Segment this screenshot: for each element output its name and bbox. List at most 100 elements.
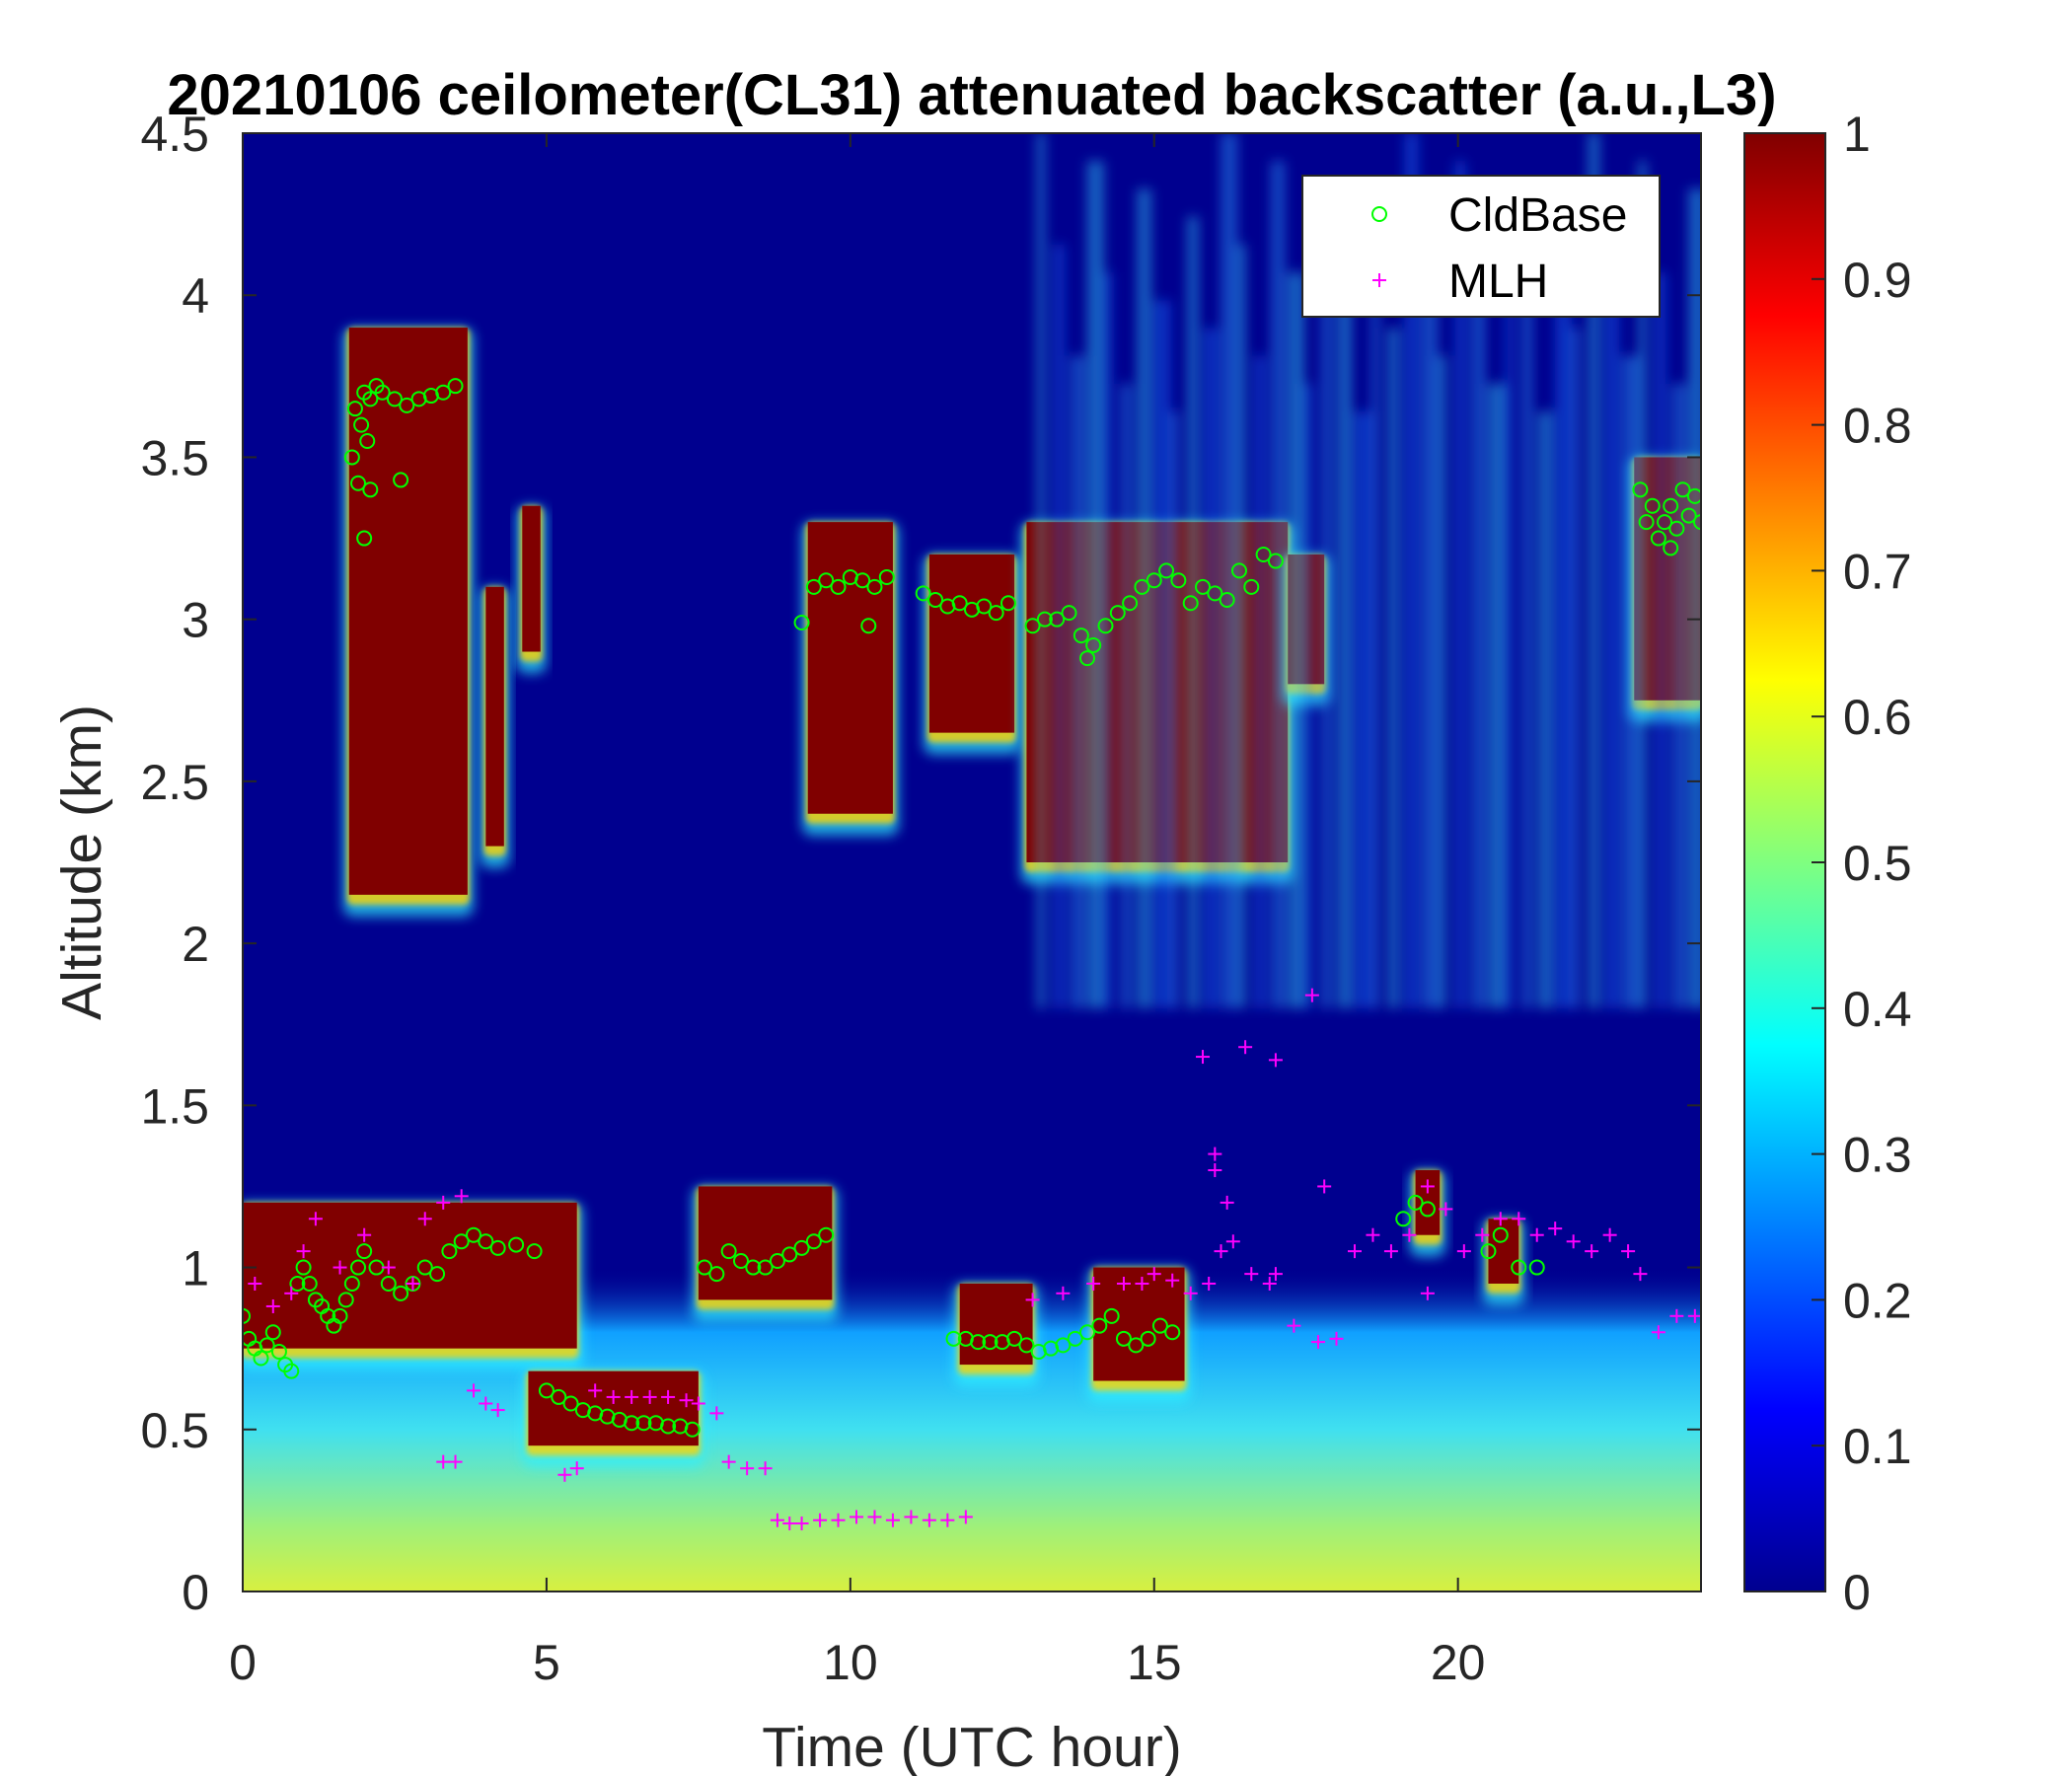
mlh-point [1420,1179,1435,1194]
cldbase-point [951,595,968,612]
cldbase-point [337,1292,354,1308]
cloud-layer [953,1283,1039,1387]
cldbase-point [362,481,379,498]
cldbase-point [1663,540,1679,556]
cldbase-point [1650,530,1666,547]
cldbase-point [915,585,931,602]
mlh-point [1225,1234,1240,1249]
cldbase-point [264,1324,281,1341]
cirrus-streak [1488,383,1506,1008]
cldbase-point [1079,650,1096,667]
series-layer [243,378,1701,1531]
mlh-point [691,1396,705,1411]
cldbase-point [350,1259,367,1276]
cldbase-point [1668,520,1685,537]
cirrus-streak [1320,188,1332,1008]
cloud-layer [692,1186,839,1322]
cldbase-point [635,1415,652,1432]
cldbase-point [945,1330,962,1347]
mlh-point [1287,1318,1301,1333]
cldbase-point [793,614,810,630]
mlh-point [679,1393,694,1408]
cldbase-point [1395,1211,1412,1227]
cldbase-point [1109,605,1126,622]
cirrus-streak [1438,355,1446,1008]
mlh-point [1566,1234,1581,1249]
cldbase-point [508,1236,525,1253]
mlh-point [849,1510,863,1524]
colorbar: 0 0.1 0.2 0.3 0.4 0.5 0.6 0.7 0.8 0.9 1 [1743,107,1912,1620]
mlh-point [1621,1244,1636,1259]
cirrus-streak [1404,133,1419,1008]
mlh-point [406,1276,420,1291]
cloud-core [928,554,1015,733]
mlh-point [1056,1286,1071,1300]
mlh-point [813,1513,828,1527]
mlh-point [740,1461,755,1476]
cldbase-point [830,578,847,595]
cldbase-point [684,1421,701,1438]
cldbase-point [1115,1330,1132,1347]
cldbase-point [854,572,871,589]
mlh-point [1493,1212,1508,1226]
mlh-point [1214,1244,1228,1259]
mlh-point [1202,1276,1217,1291]
cldbase-point [1207,585,1223,602]
cldbase-point [1079,1324,1096,1341]
cldbase-point [429,1266,446,1283]
colorbar-tick-label: 0.3 [1843,1128,1912,1183]
cirrus-streak [1638,161,1647,1008]
mlh-point [454,1189,469,1204]
y-tick-label: 3 [182,593,209,648]
colorbar-tick-label: 0.8 [1843,399,1912,454]
mlh-point [1116,1276,1131,1291]
colorbar-tick-label: 0.4 [1843,982,1912,1037]
mlh-point [333,1260,347,1275]
x-tick-label: 20 [1431,1635,1486,1690]
colorbar-tick-label: 0.2 [1843,1273,1912,1328]
mlh-point [1238,1040,1253,1055]
mlh-point [284,1286,299,1300]
cldbase-point [301,1275,318,1292]
cldbase-point [435,384,452,401]
cirrus-streak [1505,188,1514,1008]
chart-title: 20210106 ceilometer(CL31) attenuated bac… [167,63,1776,127]
mlh-point [1268,1053,1283,1068]
cldbase-point [362,391,379,407]
mlh-point [467,1383,481,1398]
mlh-point [588,1383,603,1398]
cldbase-point [866,578,883,595]
cldbase-point [243,1307,251,1324]
mlh-point [417,1212,432,1226]
cirrus-streak [1153,300,1171,1008]
cirrus-streak [1354,411,1371,1008]
mlh-point [381,1260,396,1275]
mlh-point [1208,1147,1222,1161]
cldbase-point [1085,636,1102,653]
cirrus-streak [1538,411,1553,1008]
cloud-core [698,1186,833,1300]
cirrus-streak [1271,161,1286,1008]
cloud-core [485,586,504,847]
cldbase-point [1663,497,1679,514]
cldbase-point [1680,507,1697,524]
cirrus-streak [1187,216,1199,1008]
mlh-point [265,1298,280,1313]
cirrus-streak [1070,355,1084,1008]
cirrus-streak [1254,355,1266,1008]
cldbase-point [386,391,403,407]
cldbase-point [1693,514,1701,531]
cirrus-streak [1588,133,1599,1008]
cldbase-point [793,1239,810,1256]
cirrus-streak [1521,300,1533,1008]
cldbase-point [1170,572,1187,589]
cirrus-streak [1237,244,1246,1008]
cldbase-point [399,397,415,413]
cldbase-point [356,530,373,547]
cldbase-point [878,568,895,585]
mlh-series [248,988,1701,1531]
y-tick-label: 2 [182,917,209,972]
cldbase-point [818,1226,835,1243]
cloud-core [522,505,541,652]
mlh-point [248,1276,262,1291]
